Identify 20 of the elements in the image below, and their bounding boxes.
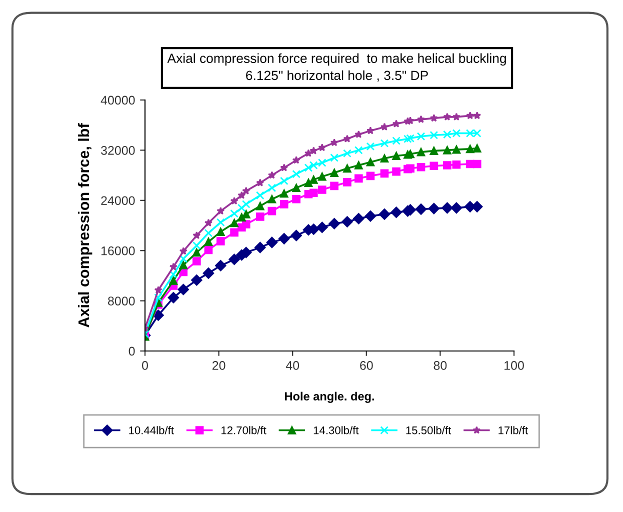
legend-label: 14.30lb/ft xyxy=(314,426,359,434)
y-tick-label: 0 xyxy=(128,346,135,356)
y-tick-label: 8000 xyxy=(108,296,135,306)
y-tick-label: 24000 xyxy=(101,196,135,206)
x-tick-label: 60 xyxy=(360,361,373,370)
x-tick-label: 0 xyxy=(142,361,148,370)
x-tick-label: 80 xyxy=(434,361,447,370)
chart-title: Axial compression force required to make helical buckling 6.125" horizontal hole , 3.5" DP xyxy=(167,53,506,82)
x-tick-label: 40 xyxy=(286,361,300,370)
y-axis-title: Axial compression force, lbf xyxy=(78,123,92,328)
legend-label: 15.50lb/ft xyxy=(406,426,452,434)
y-tick-label: 40000 xyxy=(100,96,135,105)
legend-label: 17lb/ft xyxy=(498,426,528,434)
y-tick-label: 32000 xyxy=(101,146,135,155)
x-axis-title: Hole angle. deg. xyxy=(285,392,374,403)
legend-label: 12.70lb/ft xyxy=(222,426,266,434)
legend-label: 10.44lb/ft xyxy=(129,426,174,434)
x-tick-label: 100 xyxy=(504,361,524,370)
x-tick-label: 20 xyxy=(212,361,226,370)
y-tick-label: 16000 xyxy=(101,246,135,256)
